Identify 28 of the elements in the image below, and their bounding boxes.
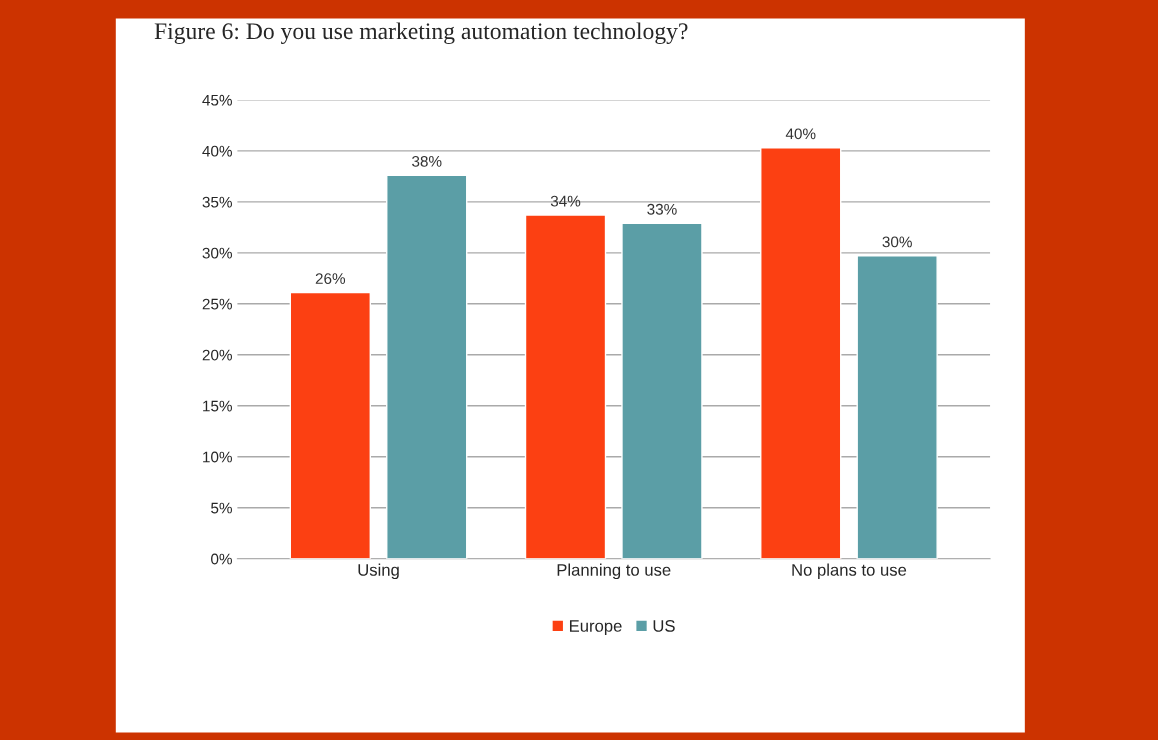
data-label: 30% — [882, 236, 912, 248]
data-label: 33% — [647, 203, 677, 215]
y-tick-label: 20% — [202, 349, 232, 361]
y-tick-label: 5% — [211, 502, 232, 514]
y-tick-label: 0% — [211, 553, 232, 565]
y-tick-label: 10% — [203, 451, 232, 463]
y-tick-label: 30% — [202, 247, 232, 259]
data-label: 38% — [412, 155, 442, 167]
bar — [760, 147, 842, 559]
legend-label: US — [653, 620, 675, 632]
data-label: 26% — [315, 273, 346, 285]
bar — [524, 214, 607, 559]
y-tick-label: 40% — [202, 145, 232, 157]
bar — [621, 222, 703, 559]
x-tick-label: No plans to use — [792, 563, 907, 580]
x-tick-label: Planning to use — [557, 563, 671, 580]
data-label: 34% — [550, 195, 581, 207]
bar — [856, 255, 938, 559]
data-label: 40% — [785, 128, 816, 140]
chart-title: Figure 6: Do you use marketing automation technology? — [154, 22, 688, 45]
y-tick-label: 45% — [202, 94, 232, 106]
bar — [386, 174, 468, 559]
legend-label: Europe — [569, 620, 622, 636]
bar — [289, 291, 371, 559]
y-tick-label: 15% — [203, 400, 232, 412]
x-tick-label: Using — [358, 563, 399, 580]
y-tick-label: 35% — [202, 196, 232, 208]
y-tick-label: 25% — [202, 298, 232, 310]
